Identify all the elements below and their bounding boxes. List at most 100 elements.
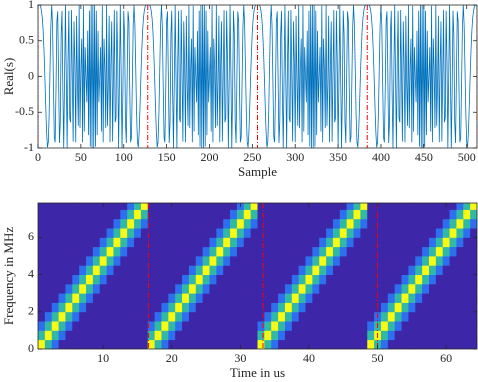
heat-cell [387, 302, 396, 313]
heat-cell [435, 237, 444, 248]
heat-cell [188, 330, 197, 341]
heat-cell [367, 283, 375, 294]
heat-cell [298, 311, 306, 322]
heat-cell [216, 311, 224, 322]
heat-cell [428, 265, 437, 276]
heat-cell [387, 311, 396, 322]
heat-cell [134, 237, 142, 248]
heat-cell [127, 246, 135, 257]
heat-cell [442, 237, 450, 248]
heat-cell [435, 265, 444, 276]
heat-cell [291, 339, 300, 349]
heat-cell [291, 265, 300, 276]
heat-cell [58, 302, 66, 313]
heat-cell [278, 311, 286, 322]
heat-cell [243, 246, 252, 257]
heat-cell [243, 274, 252, 285]
heat-cell [353, 246, 361, 257]
heat-cell [140, 256, 149, 266]
heat-cell [106, 283, 114, 294]
heat-cell [380, 293, 389, 303]
heat-cell [463, 218, 471, 229]
heat-cell [394, 330, 402, 341]
heat-cell [134, 339, 142, 349]
heat-cell [360, 311, 368, 322]
heat-cell [284, 302, 293, 313]
heat-cell [415, 228, 423, 238]
heat-cell [223, 330, 231, 341]
heat-cell [182, 311, 190, 322]
heat-cell [140, 283, 149, 294]
heat-cell [79, 246, 87, 257]
heat-cell [326, 209, 334, 220]
heat-cell [435, 330, 444, 341]
heat-cell [422, 302, 430, 313]
heat-cell [120, 283, 128, 294]
heat-cell [271, 339, 279, 349]
heat-cell [58, 209, 66, 220]
heat-cell [415, 265, 423, 276]
heat-cell [175, 321, 183, 331]
heat-cell [449, 311, 457, 322]
y-tick-label: 2 [28, 304, 34, 318]
heat-cell [65, 311, 73, 322]
heat-cell [257, 218, 265, 229]
subplot: 0 50 100 150 200 250 300 350 400 450 500 -1 -0.5 0 0.5… [1, 0, 478, 179]
heat-cell [257, 293, 265, 303]
heat-cell [99, 228, 107, 238]
heat-cell [86, 321, 94, 331]
heat-cell [339, 311, 348, 322]
heat-cell [127, 293, 135, 303]
heat-cell [161, 265, 169, 276]
heat-cell [456, 339, 464, 349]
heat-cell [134, 321, 142, 331]
heat-cell [449, 246, 457, 257]
heat-cell [449, 228, 457, 238]
heat-cell [401, 246, 409, 257]
heat-cell [470, 246, 477, 257]
heat-cell [51, 330, 59, 341]
heat-cell [305, 228, 313, 238]
heat-cell [326, 237, 334, 248]
heat-cell [298, 321, 306, 331]
heat-cell [367, 218, 375, 229]
heat-cell [195, 265, 204, 276]
heat-cell [230, 256, 238, 266]
heat-cell [175, 209, 183, 220]
heat-cell [435, 209, 444, 220]
heat-cell [113, 339, 121, 349]
heat-cell [154, 203, 162, 210]
heat-cell [456, 311, 464, 322]
heat-cell [312, 302, 320, 313]
heat-cell [264, 203, 272, 210]
heat-cell [182, 209, 190, 220]
heat-cell [415, 330, 423, 341]
heat-cell [339, 237, 348, 248]
heat-cell [65, 274, 73, 285]
heat-cell [236, 321, 245, 331]
heat-cell [188, 218, 197, 229]
heat-cell [257, 311, 265, 322]
heat-cell [428, 293, 437, 303]
x-tick-label: 10 [97, 351, 109, 365]
heat-cell [305, 218, 313, 229]
heat-cell [188, 293, 197, 303]
heat-cell [387, 246, 396, 257]
heat-cell [278, 256, 286, 266]
heat-cell [463, 209, 471, 220]
heat-cell [86, 274, 94, 285]
heat-cell [346, 283, 354, 294]
heat-cell [470, 237, 477, 248]
heat-cell [408, 302, 416, 313]
heat-cell [58, 293, 66, 303]
heat-cell [51, 203, 59, 210]
heat-cell [230, 321, 238, 331]
heat-cell [92, 246, 101, 257]
heat-cell [106, 246, 114, 257]
heat-cell [195, 339, 204, 349]
heat-cell [271, 283, 279, 294]
heat-cell [202, 330, 210, 341]
heat-cell [134, 203, 142, 210]
heat-cell [161, 228, 169, 238]
